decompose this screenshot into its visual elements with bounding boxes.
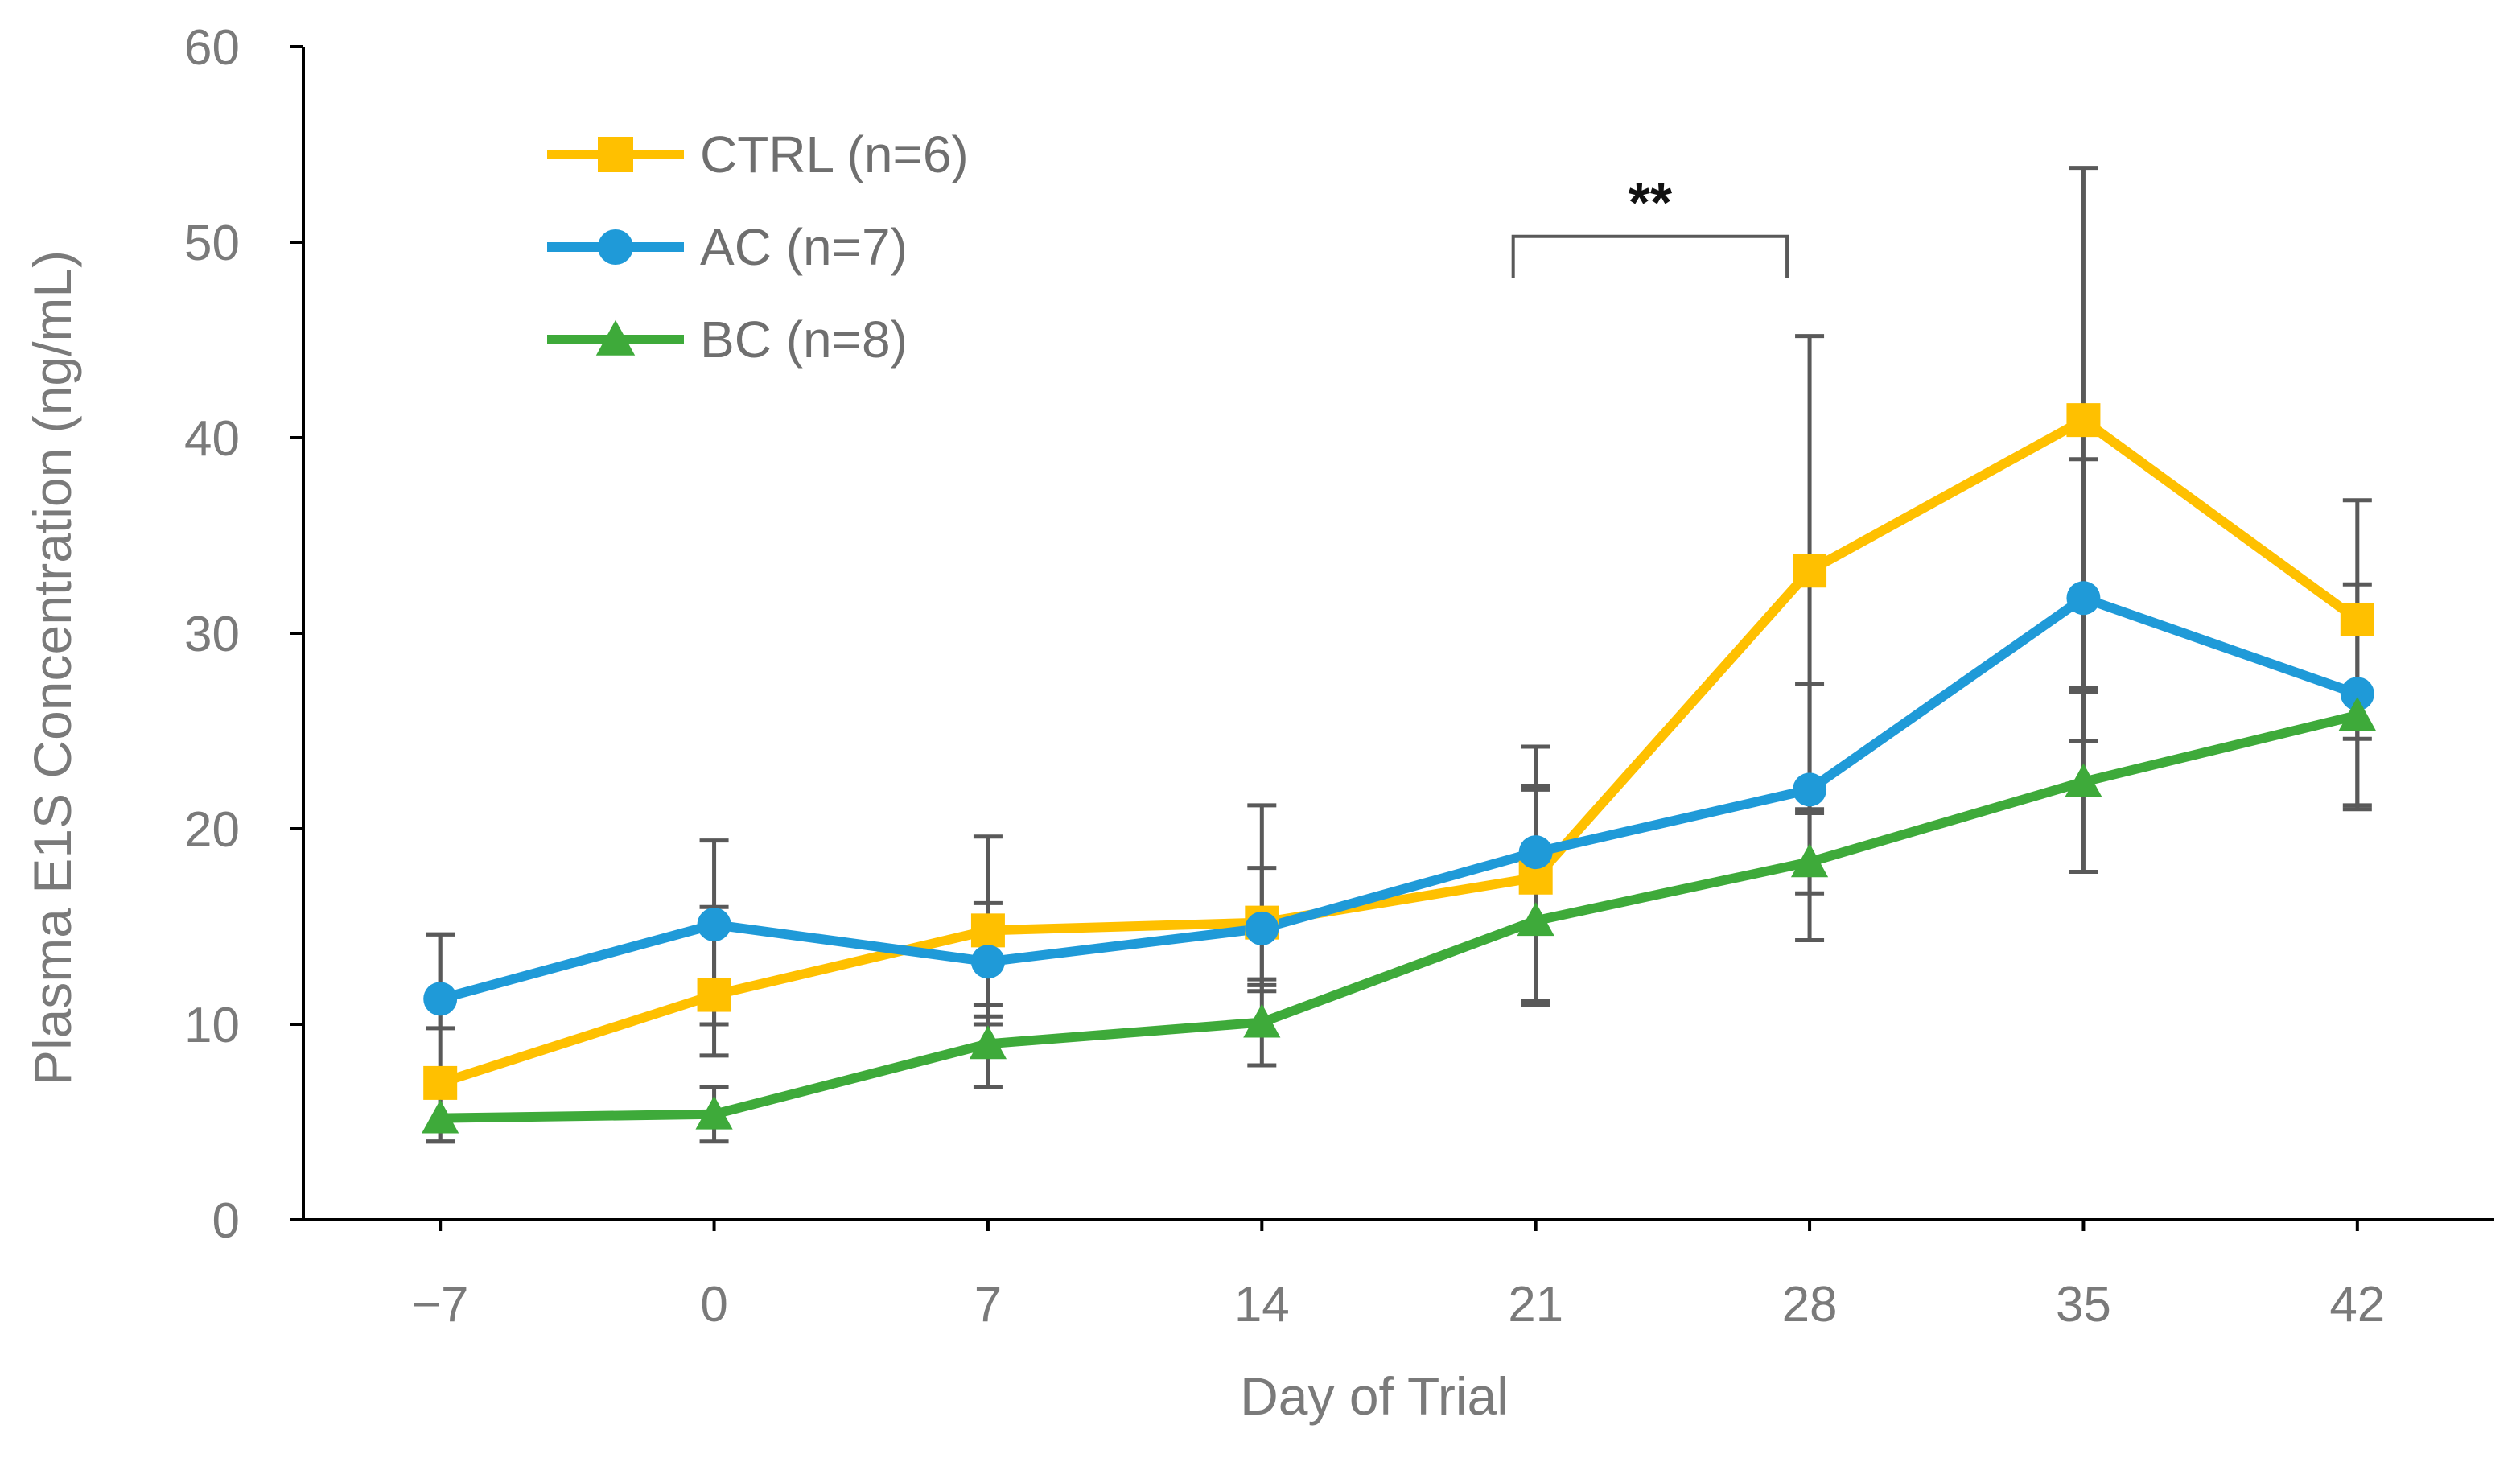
data-point [1517, 902, 1554, 937]
data-point [1793, 772, 1827, 807]
significance-label: ** [1629, 171, 1673, 234]
data-point [697, 978, 731, 1012]
x-tick-label: 14 [1234, 1277, 1290, 1332]
data-point [2066, 403, 2101, 438]
data-point [1245, 911, 1279, 945]
x-axis-ticks: −7 0 7 14 21 28 35 42 [412, 1220, 2385, 1332]
data-point [970, 945, 1005, 979]
y-tick-label: 60 [184, 20, 240, 76]
y-axis-ticks: 0 10 20 30 40 50 60 [184, 20, 303, 1249]
y-tick-label: 10 [184, 998, 240, 1053]
x-tick-label: −7 [412, 1277, 469, 1332]
x-tick-label: 28 [1782, 1277, 1838, 1332]
legend-label: BC (n=8) [700, 311, 908, 369]
data-point [423, 982, 458, 1016]
y-tick-label: 0 [212, 1193, 240, 1249]
data-point [1518, 835, 1553, 870]
data-point [2340, 677, 2374, 711]
legend: CTRL (n=6) AC (n=7) BC (n=8) [547, 126, 969, 369]
series-line [439, 415, 2361, 1088]
significance-annotations: ** [1511, 171, 1789, 278]
data-point [695, 1095, 733, 1130]
data-point [1243, 1003, 1281, 1038]
y-axis-title: Plasma E1S Concentration (ng/mL) [23, 250, 82, 1085]
data-point [2065, 763, 2102, 797]
x-tick-label: 35 [2056, 1277, 2111, 1332]
x-tick-label: 7 [974, 1277, 1002, 1332]
data-point [1793, 554, 1827, 588]
data-point [2340, 602, 2374, 636]
y-tick-label: 50 [184, 216, 240, 271]
x-tick-label: 42 [2329, 1277, 2385, 1332]
y-tick-label: 30 [184, 607, 240, 662]
data-point [2066, 581, 2101, 616]
series-markers [422, 403, 2376, 1134]
x-axis-title: Day of Trial [1240, 1366, 1509, 1426]
series-line [439, 593, 2359, 1004]
legend-label: AC (n=7) [700, 218, 908, 276]
data-point [422, 1099, 459, 1134]
data-point [2338, 696, 2376, 731]
x-tick-label: 0 [700, 1277, 727, 1332]
x-tick-label: 21 [1508, 1277, 1563, 1332]
data-point [969, 1025, 1007, 1060]
legend-marker [595, 319, 636, 356]
y-tick-label: 40 [184, 411, 240, 467]
series-line [440, 710, 2359, 1123]
data-point [423, 1065, 458, 1100]
data-point [697, 908, 731, 942]
series-lines [439, 415, 2361, 1123]
y-tick-label: 20 [184, 802, 240, 858]
data-point [1790, 843, 1829, 878]
axes [302, 47, 2494, 1221]
significance-bracket [1511, 234, 1789, 278]
legend-label: CTRL (n=6) [700, 126, 969, 183]
data-point [970, 913, 1005, 948]
legend-marker [598, 229, 633, 265]
legend-marker [598, 137, 633, 172]
